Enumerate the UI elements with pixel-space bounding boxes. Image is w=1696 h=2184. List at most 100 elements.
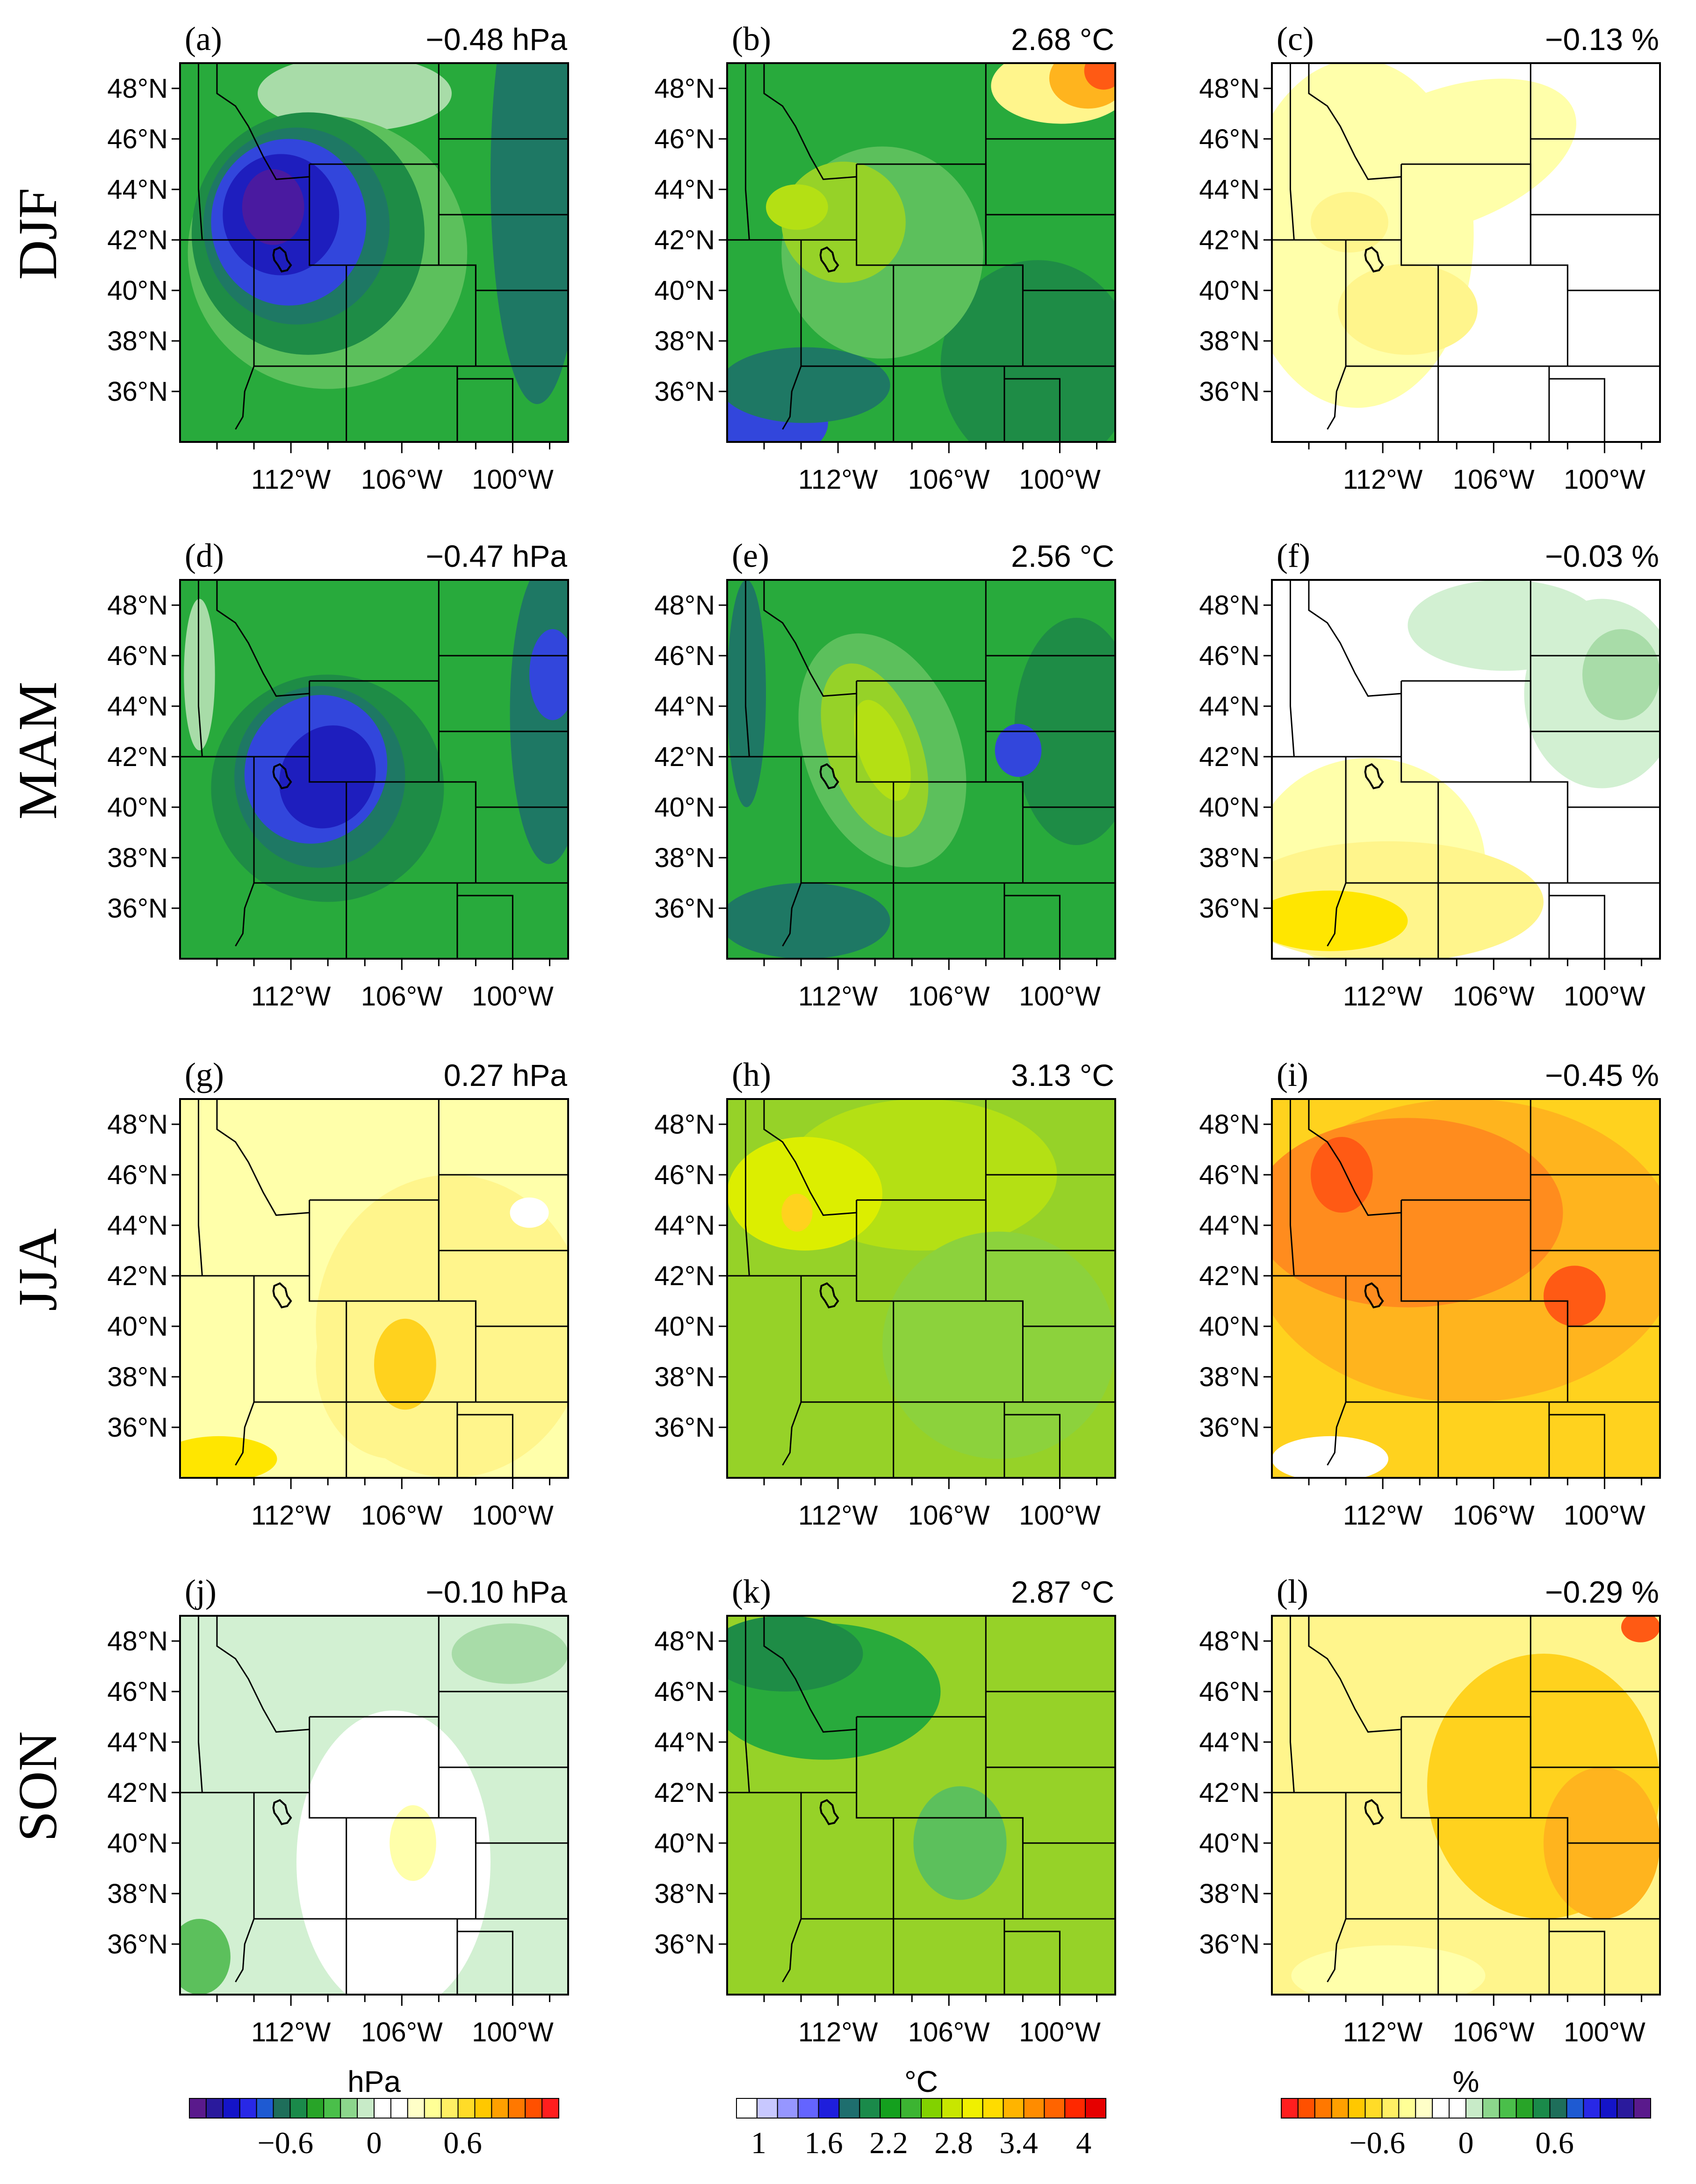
panel-mean-value: −0.47 hPa — [426, 539, 567, 573]
state-border — [1530, 264, 1568, 290]
colorbar-swatch — [756, 2098, 778, 2119]
state-border — [782, 1402, 802, 1466]
colorbar-swatch — [390, 2098, 408, 2119]
lon-tick-label: 106°W — [361, 2017, 443, 2047]
colorbar-tick-label: −0.6 — [258, 2126, 314, 2160]
contour-field — [727, 580, 1115, 959]
lat-tick-label: 40°N — [654, 1311, 715, 1342]
state-border — [439, 1300, 476, 1326]
panel-label: (g) — [185, 1056, 224, 1093]
lat-tick-label: 46°N — [654, 1160, 715, 1190]
lat-tick-label: 48°N — [654, 73, 715, 104]
panel-mean-value: 2.87 °C — [1011, 1575, 1114, 1609]
lat-tick-label: 42°N — [654, 742, 715, 772]
colorbar-swatch — [273, 2098, 291, 2119]
state-border — [745, 1099, 750, 1276]
lat-tick-label: 48°N — [1199, 1109, 1260, 1140]
state-border — [198, 63, 203, 240]
colorbar-swatch — [323, 2098, 341, 2119]
panel-label: (l) — [1277, 1573, 1308, 1610]
map-frame — [726, 1615, 1116, 1996]
season-label: SON — [7, 1731, 68, 1842]
contour-region — [1582, 629, 1660, 720]
state-border — [1530, 1300, 1568, 1326]
colorbar-swatch — [838, 2098, 860, 2119]
state-border — [745, 1616, 750, 1793]
contour-region — [1338, 264, 1478, 355]
colorbar-swatch — [1398, 2098, 1416, 2119]
map-panel-i: 48°N 46°N 44°N 42°N 40°N 38°N 36°N 112°W 106°W 10… — [1199, 1056, 1661, 1531]
lat-tick-label: 48°N — [654, 1626, 715, 1656]
map-frame — [726, 62, 1116, 443]
lat-tick-label: 40°N — [107, 792, 168, 823]
state-border — [198, 580, 203, 757]
colorbar-title: hPa — [347, 2065, 401, 2098]
lat-tick-label: 42°N — [654, 1778, 715, 1808]
contour-field — [180, 1099, 568, 1478]
lat-tick-label: 44°N — [654, 1210, 715, 1241]
lat-tick-label: 36°N — [107, 376, 168, 407]
colorbar-swatch — [340, 2098, 358, 2119]
state-border — [1290, 1616, 1295, 1793]
lon-tick-label: 112°W — [1343, 981, 1423, 1012]
state-border — [1327, 1918, 1347, 1982]
lon-tick-label: 106°W — [1453, 2017, 1535, 2047]
season-label: JJA — [7, 1228, 68, 1311]
contour-region — [1084, 63, 1115, 90]
lat-tick-label: 38°N — [1199, 1879, 1260, 1909]
lon-tick-label: 112°W — [1343, 1500, 1423, 1531]
contour-region — [913, 1786, 1007, 1900]
lon-tick-label: 100°W — [1564, 464, 1645, 495]
colorbar-tick-label: 3.4 — [999, 2126, 1038, 2160]
state-border — [763, 1099, 857, 1216]
lat-tick-label: 36°N — [107, 1412, 168, 1443]
state-border — [1003, 883, 1061, 959]
lat-tick-label: 36°N — [1199, 1929, 1260, 1960]
state-border — [456, 1402, 513, 1478]
lat-tick-label: 42°N — [107, 225, 168, 255]
contour-region — [1291, 1945, 1486, 1995]
state-border — [763, 63, 857, 180]
colorbar-swatch — [1583, 2098, 1601, 2119]
lat-tick-label: 36°N — [654, 1929, 715, 1960]
state-borders — [727, 580, 1115, 959]
lat-tick-label: 42°N — [107, 742, 168, 772]
contour-field — [180, 580, 568, 959]
state-borders — [180, 1099, 568, 1478]
lat-tick-label: 40°N — [654, 275, 715, 306]
lat-tick-label: 48°N — [107, 590, 168, 621]
lat-tick-label: 46°N — [654, 124, 715, 154]
colorbar-swatch — [1331, 2098, 1349, 2119]
lat-tick-label: 40°N — [1199, 1828, 1260, 1859]
colorbar-swatch — [457, 2098, 476, 2119]
contour-region — [1311, 192, 1388, 253]
lat-tick-label: 36°N — [1199, 1412, 1260, 1443]
lat-tick-label: 38°N — [1199, 326, 1260, 356]
state-borders — [1272, 580, 1660, 959]
lat-tick-label: 38°N — [654, 1362, 715, 1392]
map-frame — [179, 1098, 569, 1479]
colorbar-swatch — [1314, 2098, 1332, 2119]
panel-mean-value: −0.29 % — [1545, 1575, 1659, 1609]
lon-tick-label: 100°W — [1019, 464, 1101, 495]
colorbar-swatch — [1064, 2098, 1086, 2119]
map-frame — [1271, 62, 1661, 443]
lat-tick-label: 40°N — [107, 1828, 168, 1859]
colorbar-swatch — [374, 2098, 391, 2119]
colorbar-swatch — [1348, 2098, 1366, 2119]
state-border — [782, 882, 802, 947]
lat-tick-label: 46°N — [107, 1160, 168, 1190]
panel-label: (i) — [1277, 1056, 1308, 1093]
state-border — [1308, 1616, 1401, 1733]
contour-region — [940, 260, 1115, 442]
great-salt-lake — [819, 246, 839, 273]
lat-tick-label: 46°N — [1199, 124, 1260, 154]
contour-region — [180, 1436, 277, 1478]
colorbar-title: % — [1453, 2065, 1479, 2098]
colorbar-swatch — [982, 2098, 1004, 2119]
lon-tick-label: 100°W — [472, 2017, 554, 2047]
lat-tick-label: 38°N — [1199, 1362, 1260, 1392]
colorbar-swatch — [1297, 2098, 1315, 2119]
great-salt-lake — [819, 1799, 839, 1825]
lat-tick-label: 38°N — [107, 1879, 168, 1909]
